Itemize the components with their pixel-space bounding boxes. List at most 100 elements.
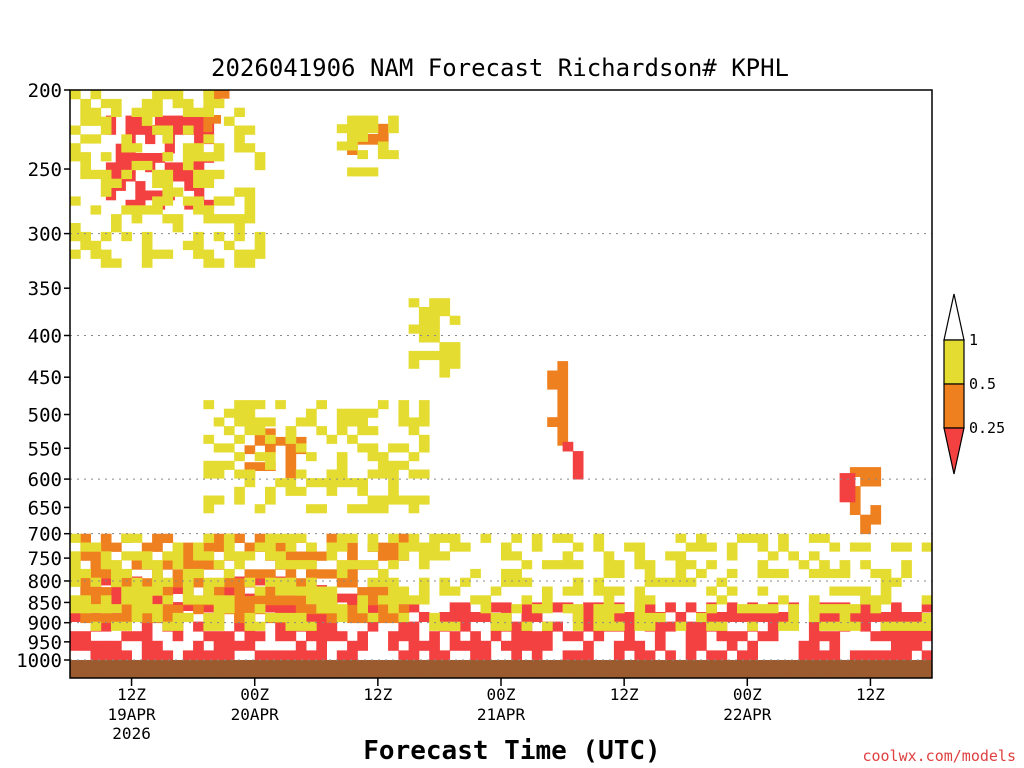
cell [316, 621, 327, 632]
cell [162, 134, 174, 144]
cell [798, 660, 810, 670]
cell [172, 631, 184, 642]
cell [162, 650, 174, 661]
cell [829, 669, 841, 679]
cell [213, 612, 225, 623]
cell [357, 408, 368, 418]
x-tick-year: 2026 [112, 724, 151, 743]
cell [357, 486, 368, 496]
cell [572, 577, 584, 587]
cell [849, 660, 861, 670]
cell [100, 169, 112, 180]
cell [367, 533, 379, 543]
cell [141, 249, 153, 259]
cell [480, 660, 492, 670]
cell [111, 560, 122, 570]
region-surface-layer [70, 660, 933, 679]
cell [316, 551, 327, 561]
cell [223, 568, 235, 579]
cell [306, 631, 317, 642]
cell [839, 604, 851, 614]
cell [285, 470, 297, 480]
cell [141, 231, 153, 242]
cell [737, 612, 748, 622]
cell [644, 577, 656, 587]
cell [726, 669, 738, 679]
cell [542, 586, 553, 596]
cell [388, 660, 399, 670]
cell [213, 587, 225, 597]
cell [70, 631, 81, 642]
cell [593, 604, 605, 614]
cell [706, 660, 717, 670]
cell [193, 152, 204, 162]
cell [306, 542, 317, 552]
cell [285, 669, 297, 679]
cell [152, 249, 163, 259]
cell [367, 469, 379, 479]
cell [880, 650, 892, 661]
cell [891, 621, 902, 631]
cell [408, 650, 420, 661]
cell [357, 613, 368, 624]
cell [336, 604, 348, 614]
cell [234, 596, 245, 606]
cell [131, 551, 143, 561]
cell [439, 621, 451, 631]
cell [521, 631, 533, 642]
cell [490, 612, 502, 623]
cell [90, 669, 102, 679]
cell [624, 612, 635, 622]
cell [203, 660, 215, 670]
cell [901, 640, 912, 651]
cell [184, 115, 195, 126]
cell [418, 469, 430, 479]
cell [154, 153, 166, 163]
cell [418, 350, 430, 361]
cell [367, 621, 379, 632]
cell [244, 196, 256, 206]
cell [377, 504, 389, 514]
cell [193, 169, 204, 180]
cell [193, 604, 204, 615]
cell [265, 417, 276, 427]
cell [275, 560, 286, 570]
cell [265, 495, 276, 505]
cell [100, 125, 112, 135]
legend-swatch [943, 339, 965, 385]
cell [234, 621, 245, 632]
cell [131, 586, 143, 596]
cell [357, 443, 368, 453]
cell [767, 612, 779, 622]
y-tick-label: 750 [28, 548, 62, 570]
cell [808, 621, 820, 632]
cell [135, 115, 146, 126]
cell [849, 467, 861, 477]
cell [125, 153, 136, 163]
region-column-46-52z [547, 361, 569, 446]
cell [212, 115, 221, 124]
cell [880, 621, 892, 631]
cell [115, 162, 126, 173]
cell [839, 660, 851, 670]
cell [860, 467, 871, 477]
cell [634, 604, 646, 614]
cell [418, 408, 430, 418]
cell [244, 640, 256, 651]
cell [870, 505, 882, 515]
cell [131, 604, 143, 614]
cell [172, 98, 184, 109]
cell [511, 621, 522, 632]
cell [265, 612, 276, 623]
cell [213, 214, 225, 224]
cell [665, 621, 676, 632]
cell [203, 551, 215, 561]
cell [182, 143, 194, 153]
cell [757, 542, 769, 552]
cell [490, 586, 502, 596]
cell [203, 178, 215, 188]
cell [265, 569, 276, 579]
cell [223, 551, 235, 561]
cell [336, 560, 348, 570]
cell [891, 612, 902, 622]
